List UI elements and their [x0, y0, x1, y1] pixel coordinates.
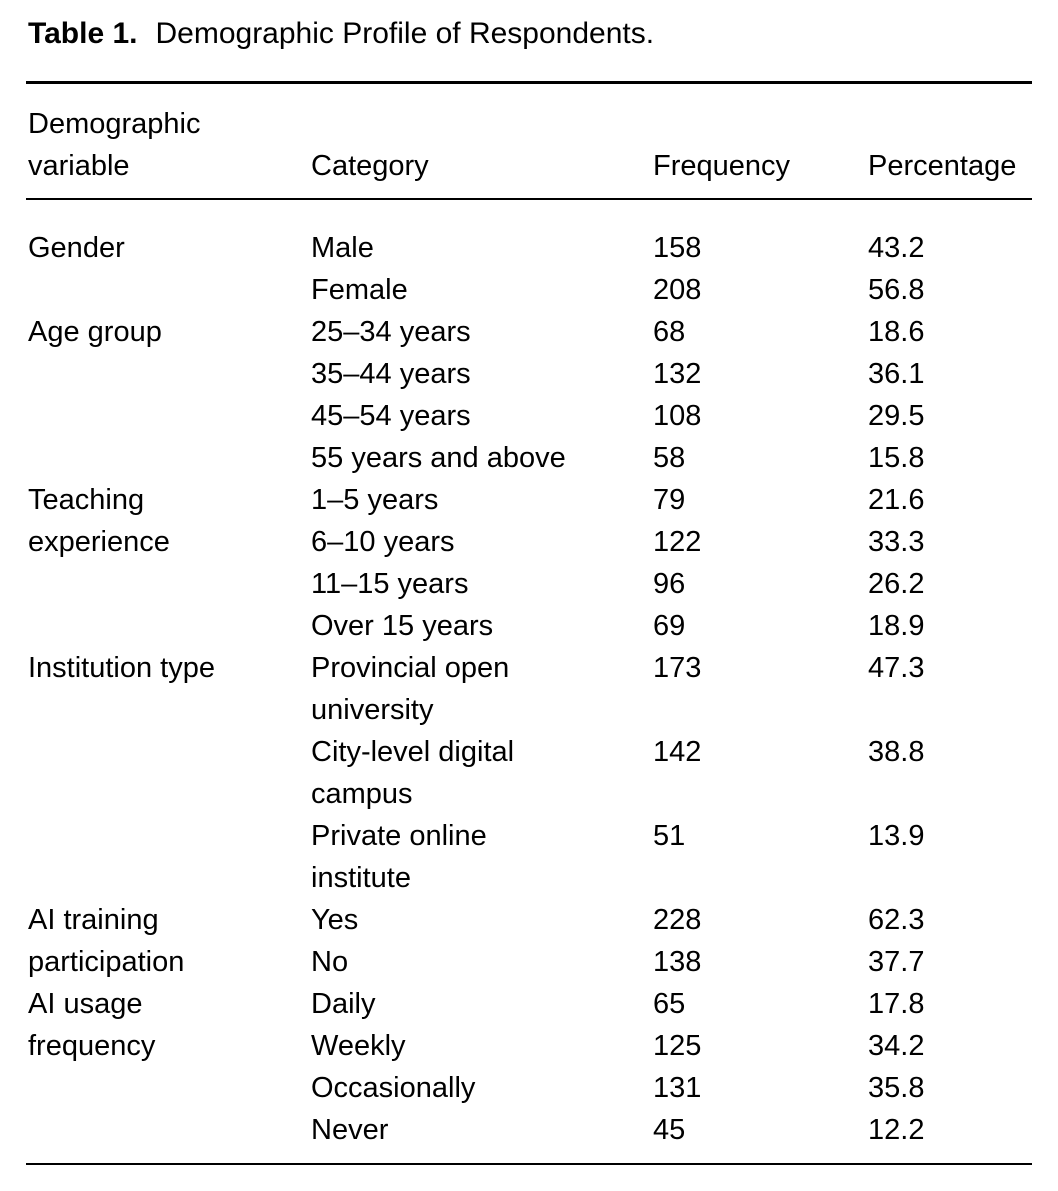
percentage-cell: 17.8 [868, 988, 925, 1020]
table-row: 35–44 years 132 36.1 [26, 353, 1032, 395]
frequency-cell: 45 [653, 1114, 686, 1146]
frequency-cell: 65 [653, 988, 686, 1020]
header-category: Category [311, 150, 429, 182]
percentage-cell: 18.6 [868, 316, 925, 348]
frequency-cell: 131 [653, 1072, 702, 1104]
variable-cell: AI training participation [28, 904, 185, 978]
category-cell: Over 15 years [311, 610, 494, 642]
percentage-cell: 33.3 [868, 526, 925, 558]
category-cell: Male [311, 232, 374, 264]
frequency-cell: 122 [653, 526, 702, 558]
category-cell: 1–5 years [311, 484, 439, 516]
table-row: Teaching experience 1–5 years 79 21.6 [26, 479, 1032, 558]
header-percentage: Percentage [868, 150, 1017, 182]
category-cell: 35–44 years [311, 358, 471, 390]
category-cell: 11–15 years [311, 568, 469, 600]
header-demographic-variable: Demographic variable [28, 108, 201, 182]
frequency-cell: 132 [653, 358, 702, 390]
percentage-cell: 12.2 [868, 1114, 925, 1146]
table-row: Over 15 years 69 18.9 [26, 605, 1032, 647]
table-row: Gender Male 158 43.2 [26, 199, 1032, 269]
percentage-cell: 15.8 [868, 442, 925, 474]
table-header: Demographic variable Category Frequency … [26, 83, 1032, 200]
header-row: Demographic variable Category Frequency … [26, 83, 1032, 200]
category-cell: Provincial open university [311, 652, 510, 726]
percentage-cell: 13.9 [868, 820, 925, 852]
frequency-cell: 96 [653, 568, 686, 600]
frequency-cell: 138 [653, 946, 702, 978]
category-cell: Never [311, 1114, 389, 1146]
frequency-cell: 142 [653, 736, 702, 768]
percentage-cell: 56.8 [868, 274, 925, 306]
percentage-cell: 35.8 [868, 1072, 925, 1104]
frequency-cell: 79 [653, 484, 686, 516]
percentage-cell: 29.5 [868, 400, 925, 432]
frequency-cell: 228 [653, 904, 702, 936]
category-cell: 6–10 years [311, 526, 455, 558]
table-row: Female 208 56.8 [26, 269, 1032, 311]
percentage-cell: 62.3 [868, 904, 925, 936]
percentage-cell: 38.8 [868, 736, 925, 768]
table-row: 45–54 years 108 29.5 [26, 395, 1032, 437]
table-row: No 138 37.7 [26, 941, 1032, 983]
percentage-cell: 18.9 [868, 610, 925, 642]
table-title-label: Table 1. [28, 17, 138, 50]
percentage-cell: 47.3 [868, 652, 925, 684]
table-row: City-level digital campus 142 38.8 [26, 731, 1032, 815]
table-row: 11–15 years 96 26.2 [26, 563, 1032, 605]
variable-cell: AI usage frequency [28, 988, 156, 1062]
frequency-cell: 158 [653, 232, 702, 264]
category-cell: Weekly [311, 1030, 406, 1062]
table-body: Gender Male 158 43.2 Female 208 56.8 Age… [26, 199, 1032, 1164]
table-row: Institution type Provincial open univers… [26, 647, 1032, 731]
variable-cell: Age group [28, 316, 162, 348]
demographic-table: Demographic variable Category Frequency … [26, 81, 1032, 1165]
category-cell: 25–34 years [311, 316, 471, 348]
frequency-cell: 173 [653, 652, 702, 684]
percentage-cell: 21.6 [868, 484, 925, 516]
percentage-cell: 36.1 [868, 358, 925, 390]
category-cell: Female [311, 274, 408, 306]
category-cell: Private online institute [311, 820, 487, 894]
table-row: Weekly 125 34.2 [26, 1025, 1032, 1067]
table-row: 55 years and above 58 15.8 [26, 437, 1032, 479]
variable-cell: Institution type [28, 652, 215, 684]
table-row: AI usage frequency Daily 65 17.8 [26, 983, 1032, 1062]
header-frequency: Frequency [653, 150, 791, 182]
variable-cell: Gender [28, 232, 125, 264]
category-cell: City-level digital campus [311, 736, 515, 810]
table-row: 6–10 years 122 33.3 [26, 521, 1032, 563]
table-title-text: Demographic Profile of Respondents. [155, 17, 655, 50]
frequency-cell: 108 [653, 400, 702, 432]
frequency-cell: 68 [653, 316, 686, 348]
percentage-cell: 34.2 [868, 1030, 925, 1062]
category-cell: 55 years and above [311, 442, 566, 474]
category-cell: No [311, 946, 349, 978]
table-row: Private online institute 51 13.9 [26, 815, 1032, 899]
frequency-cell: 58 [653, 442, 686, 474]
frequency-cell: 69 [653, 610, 686, 642]
table-row: Age group 25–34 years 68 18.6 [26, 311, 1032, 353]
page: Table 1. Demographic Profile of Responden… [26, 14, 1032, 1165]
variable-cell: Teaching experience [28, 484, 170, 558]
category-cell: Yes [311, 904, 359, 936]
frequency-cell: 208 [653, 274, 702, 306]
category-cell: 45–54 years [311, 400, 471, 432]
category-cell: Daily [311, 988, 376, 1020]
table-row: AI training participation Yes 228 62.3 [26, 899, 1032, 978]
frequency-cell: 125 [653, 1030, 702, 1062]
percentage-cell: 43.2 [868, 232, 925, 264]
frequency-cell: 51 [653, 820, 686, 852]
percentage-cell: 37.7 [868, 946, 925, 978]
table-row: Occasionally 131 35.8 [26, 1067, 1032, 1109]
table-row: Never 45 12.2 [26, 1109, 1032, 1164]
table-title: Table 1. Demographic Profile of Responden… [26, 14, 1032, 54]
percentage-cell: 26.2 [868, 568, 925, 600]
category-cell: Occasionally [311, 1072, 476, 1104]
